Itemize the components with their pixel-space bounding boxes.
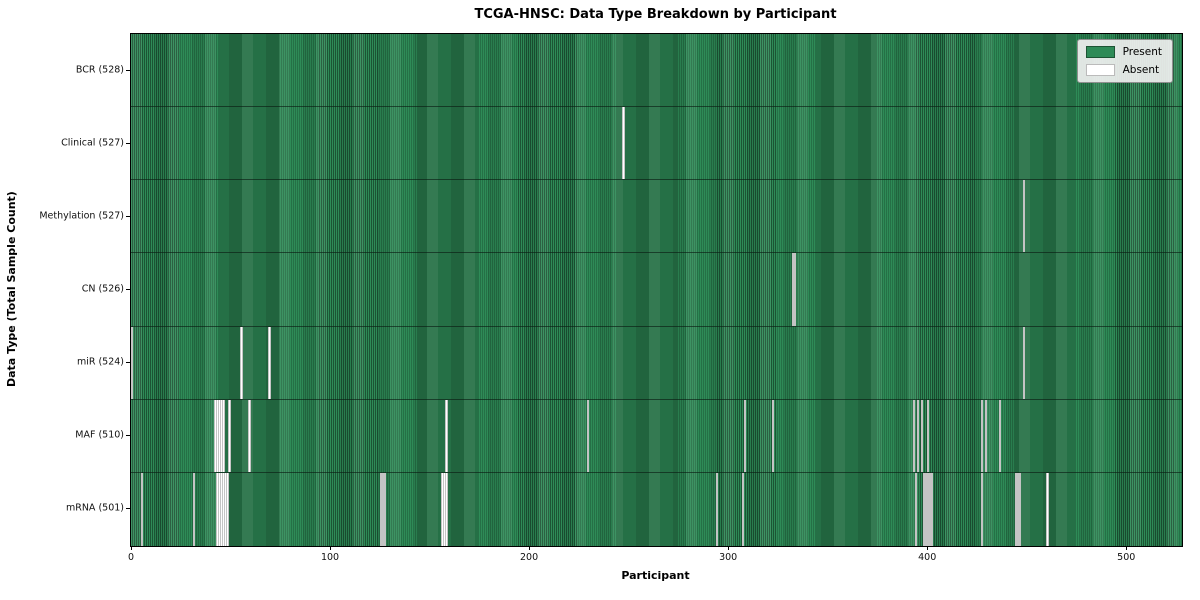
y-tick-mark [126,142,130,144]
absent-cell [216,399,219,472]
heatmap-row-methylation [131,180,1182,254]
y-tick-mark [126,362,130,364]
absent-cell [622,107,625,180]
absent-cell [791,253,795,326]
absent-cell [218,472,221,546]
absent-cell [1016,472,1019,546]
absent-cell [131,326,134,399]
absent-cell [930,472,934,546]
absent-cell [443,472,446,546]
y-tick-mark [126,435,130,437]
absent-cell [917,399,920,472]
legend: Present Absent [1076,39,1173,83]
absent-cell [214,399,217,472]
x-tick-label-100: 100 [320,552,340,563]
legend-absent-swatch [1085,64,1115,76]
absent-cell [1022,180,1025,253]
y-tick-mark [126,508,130,510]
absent-cell [586,399,589,472]
heatmap-row-mir [131,326,1182,400]
absent-cell [1046,472,1049,546]
absent-cell [240,326,243,399]
absent-cell [445,472,448,546]
heatmap-row-clinical [131,107,1182,181]
legend-present-label: Present [1122,46,1162,58]
y-tick-label-bcr: BCR (528) [75,64,124,76]
absent-cell [998,399,1002,472]
absent-cell [771,399,775,472]
absent-cell [248,399,251,472]
y-tick-label-maf: MAF (510) [75,429,124,441]
absent-cell [140,472,144,546]
x-tick-label-200: 200 [520,552,539,563]
legend-entry-absent: Absent [1085,64,1162,76]
absent-cell [1014,472,1017,546]
absent-cell [913,399,916,472]
legend-absent-label: Absent [1122,64,1160,76]
chart-title: TCGA-HNSC: Data Type Breakdown by Partic… [474,7,837,22]
absent-cell [927,472,930,546]
absent-cell [192,472,195,546]
plot-area [130,33,1183,547]
absent-cell [980,472,984,546]
y-tick-label-mrna: mRNA (501) [65,502,124,514]
legend-entry-present: Present [1085,46,1162,58]
absent-cell [218,399,221,472]
heatmap-row-mrna [131,472,1182,546]
absent-cell [923,472,926,546]
x-tick-mark [927,546,929,550]
x-tick-label-500: 500 [1117,552,1136,563]
y-tick-mark [126,69,130,71]
absent-cell [984,399,988,472]
absent-cell [1022,326,1025,399]
x-tick-mark [728,546,730,550]
absent-cell [743,399,747,472]
absent-cell [921,399,924,472]
absent-cell [220,399,223,472]
absent-cell [741,472,745,546]
absent-cell [793,253,797,326]
absent-cell [268,326,271,399]
legend-present-swatch [1085,46,1115,58]
absent-cell [228,399,231,472]
y-tick-label-mir: miR (524) [76,356,124,368]
y-tick-label-cn: CN (526) [81,283,124,295]
absent-cell [441,472,444,546]
absent-cell [224,472,227,546]
x-axis-label: Participant [621,569,690,582]
absent-cell [226,472,229,546]
absent-cell [915,472,918,546]
y-tick-mark [126,289,130,290]
absent-cell [980,399,984,472]
y-tick-mark [126,215,130,217]
x-tick-mark [1126,546,1128,550]
heatmap-row-cn [131,253,1182,327]
absent-cell [445,399,448,472]
heatmap-row-bcr [131,34,1182,108]
absent-cell [220,472,223,546]
x-tick-label-400: 400 [918,552,937,563]
absent-cell [222,472,225,546]
absent-cell [1018,472,1021,546]
absent-cell [379,472,382,546]
x-tick-mark [529,546,531,550]
absent-cell [381,472,384,546]
absent-cell [383,472,386,546]
heatmap-row-maf [131,399,1182,473]
y-tick-label-clinical: Clinical (527) [61,137,124,149]
absent-cell [222,399,225,472]
x-tick-mark [330,546,332,550]
x-tick-mark [130,546,132,550]
absent-cell [925,472,928,546]
absent-cell [929,472,932,546]
y-tick-label-methylation: Methylation (527) [39,210,124,222]
absent-cell [927,399,930,472]
absent-cell [216,472,219,546]
x-tick-label-300: 300 [719,552,738,563]
x-tick-label-0: 0 [127,552,134,563]
absent-cell [716,472,719,546]
